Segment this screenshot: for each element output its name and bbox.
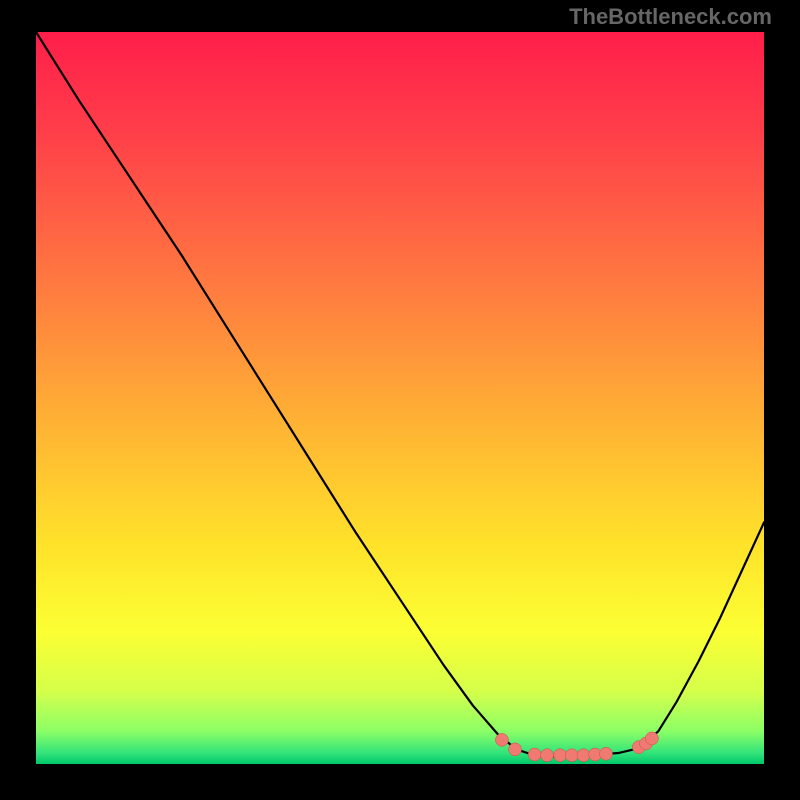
marker-point: [509, 743, 522, 756]
marker-point: [495, 733, 508, 746]
marker-point: [577, 749, 590, 762]
marker-point: [541, 749, 554, 762]
chart-background: [36, 32, 764, 764]
marker-point: [645, 732, 658, 745]
marker-point: [528, 748, 541, 761]
marker-point: [600, 747, 613, 760]
marker-point: [565, 749, 578, 762]
marker-point: [554, 749, 567, 762]
bottleneck-chart: [0, 0, 800, 800]
